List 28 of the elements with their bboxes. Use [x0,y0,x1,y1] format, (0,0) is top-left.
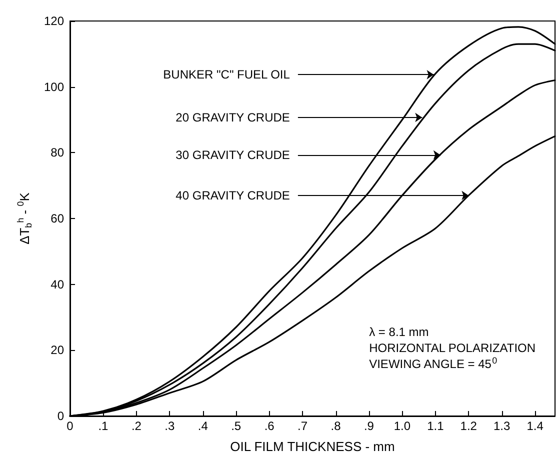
y-tick-label: 40 [50,277,64,292]
y-tick-label: 120 [44,14,64,28]
annotation: 40 GRAVITY CRUDE [176,188,290,202]
x-tick-label: 1.2 [460,419,478,433]
y-tick-label: 80 [50,146,64,160]
annotation: BUNKER "C" FUEL OIL [163,68,290,82]
x-tick-label: .5 [231,419,242,433]
y-tick-label: 0 [57,409,64,423]
y-tick-label: 60 [50,212,64,226]
x-tick-label: .4 [198,419,208,433]
annotation: 20 GRAVITY CRUDE [176,110,290,124]
x-tick-label: .8 [330,419,342,433]
y-tick-label: 100 [44,80,64,94]
annotation: 30 GRAVITY CRUDE [176,148,290,162]
y-tick-label: 20 [50,343,64,358]
x-tick-label: 1.1 [427,419,444,433]
x-tick-label: .7 [298,419,308,433]
x-tick-label: .6 [264,419,275,433]
x-tick-label: .1 [98,419,109,433]
x-tick-label: .9 [364,419,374,433]
x-tick-label: 1.3 [494,419,511,433]
x-tick-label: .3 [164,419,175,433]
y-axis-title: ΔTbh - 0K [16,192,34,244]
x-tick-label: 0 [66,419,74,433]
x-tick-label: .2 [131,419,142,433]
x-tick-label: 1.0 [394,419,411,433]
x-axis-title: OIL FILM THICKNESS - mm [230,439,395,454]
x-tick-label: 1.4 [526,419,544,433]
